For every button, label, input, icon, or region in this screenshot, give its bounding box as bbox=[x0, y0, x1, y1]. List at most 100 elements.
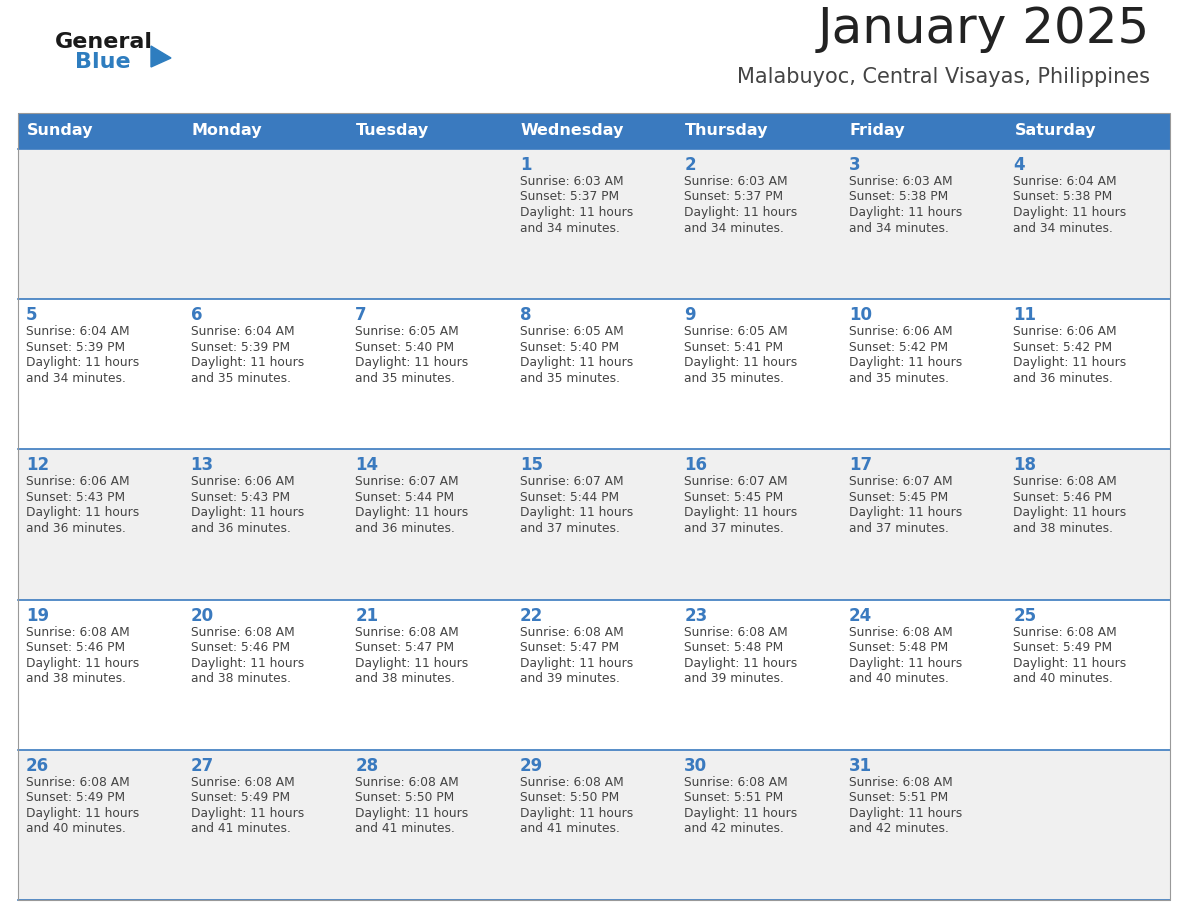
Text: and 34 minutes.: and 34 minutes. bbox=[26, 372, 126, 385]
Text: Sunrise: 6:06 AM: Sunrise: 6:06 AM bbox=[1013, 325, 1117, 338]
Text: Sunset: 5:40 PM: Sunset: 5:40 PM bbox=[519, 341, 619, 353]
Text: 27: 27 bbox=[190, 756, 214, 775]
Text: Daylight: 11 hours: Daylight: 11 hours bbox=[26, 807, 139, 820]
Text: 25: 25 bbox=[1013, 607, 1037, 624]
Text: and 34 minutes.: and 34 minutes. bbox=[684, 221, 784, 234]
Text: Daylight: 11 hours: Daylight: 11 hours bbox=[519, 656, 633, 669]
Bar bbox=[183, 750, 347, 900]
Text: Sunrise: 6:08 AM: Sunrise: 6:08 AM bbox=[355, 625, 459, 639]
Text: Sunrise: 6:04 AM: Sunrise: 6:04 AM bbox=[190, 325, 295, 338]
Text: 9: 9 bbox=[684, 307, 696, 324]
Text: Sunrise: 6:06 AM: Sunrise: 6:06 AM bbox=[190, 476, 295, 488]
Bar bbox=[841, 450, 1005, 599]
Text: Daylight: 11 hours: Daylight: 11 hours bbox=[519, 206, 633, 219]
Text: 29: 29 bbox=[519, 756, 543, 775]
Text: Sunrise: 6:06 AM: Sunrise: 6:06 AM bbox=[849, 325, 953, 338]
Bar bbox=[183, 149, 347, 299]
Text: Daylight: 11 hours: Daylight: 11 hours bbox=[190, 656, 304, 669]
Bar bbox=[676, 750, 841, 900]
Text: Daylight: 11 hours: Daylight: 11 hours bbox=[849, 807, 962, 820]
Text: Daylight: 11 hours: Daylight: 11 hours bbox=[190, 507, 304, 520]
Text: and 36 minutes.: and 36 minutes. bbox=[26, 522, 126, 535]
Bar bbox=[841, 750, 1005, 900]
Text: 24: 24 bbox=[849, 607, 872, 624]
Text: Sunset: 5:42 PM: Sunset: 5:42 PM bbox=[1013, 341, 1112, 353]
Text: Sunrise: 6:03 AM: Sunrise: 6:03 AM bbox=[519, 175, 624, 188]
Text: and 37 minutes.: and 37 minutes. bbox=[849, 522, 949, 535]
Text: and 40 minutes.: and 40 minutes. bbox=[849, 672, 949, 685]
Text: and 39 minutes.: and 39 minutes. bbox=[519, 672, 620, 685]
Text: Daylight: 11 hours: Daylight: 11 hours bbox=[849, 206, 962, 219]
Text: and 35 minutes.: and 35 minutes. bbox=[355, 372, 455, 385]
Text: Sunrise: 6:08 AM: Sunrise: 6:08 AM bbox=[519, 776, 624, 789]
Text: 18: 18 bbox=[1013, 456, 1036, 475]
Text: Sunrise: 6:03 AM: Sunrise: 6:03 AM bbox=[684, 175, 788, 188]
Text: Sunrise: 6:08 AM: Sunrise: 6:08 AM bbox=[190, 625, 295, 639]
Text: 5: 5 bbox=[26, 307, 38, 324]
Text: 14: 14 bbox=[355, 456, 378, 475]
Text: Sunset: 5:39 PM: Sunset: 5:39 PM bbox=[190, 341, 290, 353]
Bar bbox=[512, 299, 676, 450]
Bar bbox=[676, 149, 841, 299]
Text: 6: 6 bbox=[190, 307, 202, 324]
Text: Sunrise: 6:08 AM: Sunrise: 6:08 AM bbox=[1013, 625, 1117, 639]
Text: 31: 31 bbox=[849, 756, 872, 775]
Text: Sunset: 5:47 PM: Sunset: 5:47 PM bbox=[355, 641, 454, 655]
Text: Sunrise: 6:07 AM: Sunrise: 6:07 AM bbox=[519, 476, 624, 488]
Bar bbox=[512, 750, 676, 900]
Text: Sunset: 5:50 PM: Sunset: 5:50 PM bbox=[355, 791, 454, 804]
Text: Sunset: 5:37 PM: Sunset: 5:37 PM bbox=[684, 191, 783, 204]
Text: Sunset: 5:44 PM: Sunset: 5:44 PM bbox=[355, 491, 454, 504]
Text: Sunset: 5:37 PM: Sunset: 5:37 PM bbox=[519, 191, 619, 204]
Bar bbox=[18, 149, 183, 299]
Text: Sunrise: 6:04 AM: Sunrise: 6:04 AM bbox=[1013, 175, 1117, 188]
Text: Sunrise: 6:05 AM: Sunrise: 6:05 AM bbox=[355, 325, 459, 338]
Text: and 38 minutes.: and 38 minutes. bbox=[26, 672, 126, 685]
Text: Wednesday: Wednesday bbox=[520, 124, 624, 139]
Bar bbox=[676, 299, 841, 450]
Text: and 36 minutes.: and 36 minutes. bbox=[355, 522, 455, 535]
Text: January 2025: January 2025 bbox=[817, 5, 1150, 53]
Text: and 38 minutes.: and 38 minutes. bbox=[355, 672, 455, 685]
Text: and 42 minutes.: and 42 minutes. bbox=[849, 823, 949, 835]
Text: Thursday: Thursday bbox=[685, 124, 769, 139]
Text: and 35 minutes.: and 35 minutes. bbox=[849, 372, 949, 385]
Text: and 39 minutes.: and 39 minutes. bbox=[684, 672, 784, 685]
Text: Friday: Friday bbox=[849, 124, 905, 139]
Bar bbox=[841, 299, 1005, 450]
Text: General: General bbox=[55, 32, 153, 52]
Text: Sunday: Sunday bbox=[27, 124, 94, 139]
Text: Sunset: 5:38 PM: Sunset: 5:38 PM bbox=[849, 191, 948, 204]
Bar bbox=[183, 299, 347, 450]
Text: Sunrise: 6:04 AM: Sunrise: 6:04 AM bbox=[26, 325, 129, 338]
Text: 17: 17 bbox=[849, 456, 872, 475]
Text: Sunset: 5:45 PM: Sunset: 5:45 PM bbox=[684, 491, 784, 504]
Text: and 37 minutes.: and 37 minutes. bbox=[684, 522, 784, 535]
Text: Daylight: 11 hours: Daylight: 11 hours bbox=[355, 507, 468, 520]
Bar bbox=[676, 113, 841, 149]
Text: Sunset: 5:49 PM: Sunset: 5:49 PM bbox=[26, 791, 125, 804]
Text: 21: 21 bbox=[355, 607, 378, 624]
Text: Daylight: 11 hours: Daylight: 11 hours bbox=[684, 656, 797, 669]
Text: Sunrise: 6:07 AM: Sunrise: 6:07 AM bbox=[684, 476, 788, 488]
Text: Sunrise: 6:07 AM: Sunrise: 6:07 AM bbox=[355, 476, 459, 488]
Text: 13: 13 bbox=[190, 456, 214, 475]
Text: and 38 minutes.: and 38 minutes. bbox=[190, 672, 291, 685]
Bar bbox=[1005, 750, 1170, 900]
Text: 11: 11 bbox=[1013, 307, 1036, 324]
Bar bbox=[18, 599, 183, 750]
Bar bbox=[1005, 113, 1170, 149]
Text: Sunset: 5:42 PM: Sunset: 5:42 PM bbox=[849, 341, 948, 353]
Text: Daylight: 11 hours: Daylight: 11 hours bbox=[849, 356, 962, 369]
Text: Sunset: 5:41 PM: Sunset: 5:41 PM bbox=[684, 341, 783, 353]
Text: Malabuyoc, Central Visayas, Philippines: Malabuyoc, Central Visayas, Philippines bbox=[737, 67, 1150, 87]
Bar bbox=[183, 599, 347, 750]
Text: Daylight: 11 hours: Daylight: 11 hours bbox=[519, 807, 633, 820]
Text: Daylight: 11 hours: Daylight: 11 hours bbox=[355, 356, 468, 369]
Text: Daylight: 11 hours: Daylight: 11 hours bbox=[26, 656, 139, 669]
Text: Sunset: 5:49 PM: Sunset: 5:49 PM bbox=[190, 791, 290, 804]
Text: Sunset: 5:51 PM: Sunset: 5:51 PM bbox=[684, 791, 784, 804]
Text: Daylight: 11 hours: Daylight: 11 hours bbox=[684, 356, 797, 369]
Bar bbox=[183, 450, 347, 599]
Text: and 41 minutes.: and 41 minutes. bbox=[190, 823, 290, 835]
